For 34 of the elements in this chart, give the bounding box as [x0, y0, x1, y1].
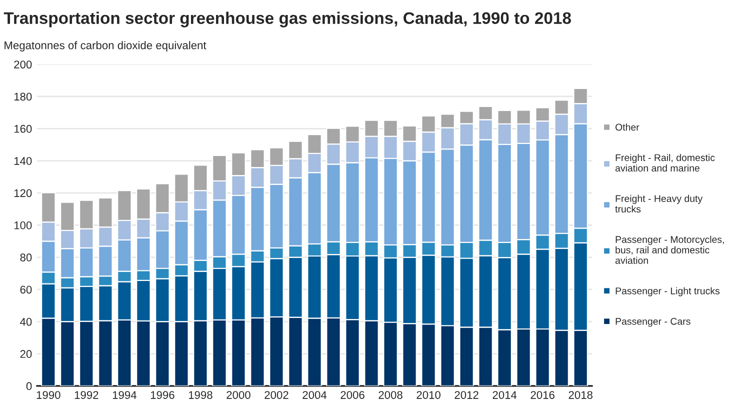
x-tick-label: 2014: [492, 391, 517, 399]
x-tick-label: 2000: [226, 391, 250, 399]
x-tick-label: 2018: [568, 391, 592, 399]
x-tick-label: 1994: [112, 391, 136, 399]
legend-label: Freight - Rail, domestic aviation and marine: [615, 154, 715, 172]
y-tick-label: 20: [20, 350, 32, 358]
y-axis-title: Megatonnes of carbon dioxide equivalent: [4, 41, 206, 52]
x-tick-label: 2004: [302, 391, 327, 399]
legend-label: Passenger - Motorcycles, bus, rail and domestic aviation: [615, 236, 724, 264]
y-tick-label: 100: [14, 221, 32, 230]
legend-label: Other: [616, 124, 640, 131]
x-tick-label: 2012: [454, 391, 478, 399]
y-tick-label: 60: [20, 286, 32, 294]
x-tick-label: 2006: [340, 391, 364, 399]
x-tick-label: 1998: [188, 391, 212, 399]
x-tick-label: 2010: [416, 391, 440, 399]
x-tick-label: 1996: [150, 391, 174, 399]
x-tick-label: 2016: [530, 391, 554, 399]
y-tick-label: 0: [26, 382, 32, 390]
y-tick-label: 140: [14, 157, 32, 165]
y-tick-label: 180: [14, 92, 32, 101]
x-tick-label: 2002: [264, 391, 288, 399]
chart-title: Transportation sector greenhouse gas emissions, Canada, 1990 to 2018: [4, 12, 571, 28]
x-tick-label: 1990: [36, 391, 60, 399]
y-tick-label: 200: [14, 60, 32, 68]
y-tick-label: 80: [20, 254, 32, 262]
legend-label: Passenger - Light trucks: [616, 287, 720, 296]
x-tick-label: 2008: [378, 391, 402, 399]
y-tick-label: 160: [14, 124, 32, 133]
legend-label: Passenger - Cars: [616, 318, 690, 327]
y-tick-label: 120: [14, 189, 32, 198]
legend-label: Freight - Heavy duty trucks: [615, 194, 703, 213]
x-tick-label: 1992: [74, 391, 98, 399]
y-tick-label: 40: [20, 318, 32, 326]
